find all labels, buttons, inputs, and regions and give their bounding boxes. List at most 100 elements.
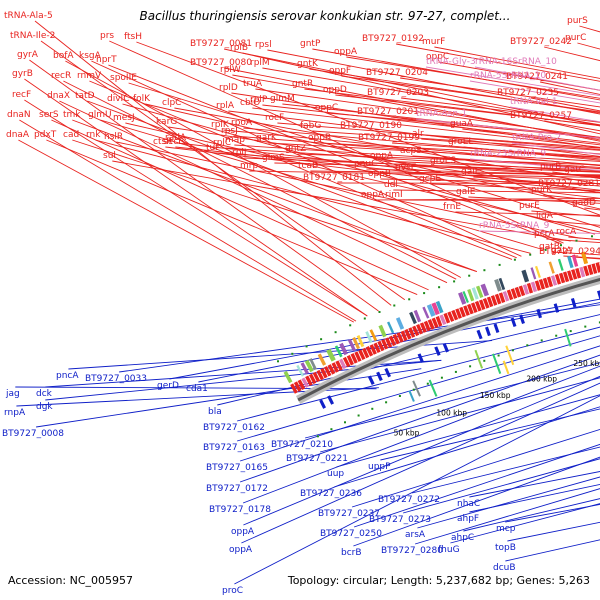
forward-gene-label: garK xyxy=(256,133,278,143)
reverse-gene-label: BT9727_0250 xyxy=(320,529,382,539)
forward-gene-label: oppF xyxy=(329,66,351,76)
label-line xyxy=(507,521,600,542)
label-line xyxy=(51,119,429,291)
reverse-gene-label: ahpC xyxy=(451,533,474,543)
forward-gene xyxy=(408,327,416,338)
reverse-gene-label: dck xyxy=(36,389,53,399)
reverse-gene xyxy=(367,375,375,385)
cog-feature xyxy=(494,278,502,292)
tick-dot xyxy=(544,248,547,251)
label-line xyxy=(421,138,600,155)
forward-gene xyxy=(583,265,590,277)
forward-gene-label: pcrA xyxy=(534,229,555,239)
reverse-gene-label: bla xyxy=(208,407,222,417)
forward-gene xyxy=(526,282,534,294)
label-line xyxy=(327,112,600,139)
tick-dot xyxy=(555,334,558,337)
label-line xyxy=(242,365,600,504)
inner-feature xyxy=(502,360,510,375)
cog-feature xyxy=(356,335,365,348)
forward-gene xyxy=(381,339,389,350)
tick-dot xyxy=(453,280,456,283)
reverse-gene-label: BT9727_0008 xyxy=(2,429,64,439)
reverse-gene-label: BT9727_0237 xyxy=(318,509,380,519)
cog-feature xyxy=(309,358,317,371)
reverse-gene xyxy=(434,346,441,356)
forward-gene xyxy=(467,303,474,315)
forward-gene xyxy=(451,309,459,321)
forward-gene-label: oppB xyxy=(308,133,331,143)
forward-label-lines xyxy=(18,20,600,323)
label-line xyxy=(109,40,564,244)
tick-dot xyxy=(498,263,501,266)
label-line xyxy=(239,354,600,483)
forward-gene-label: BT9727_0257 xyxy=(510,111,572,121)
cog-feature xyxy=(296,364,304,377)
forward-gene-label: frnE xyxy=(443,202,461,212)
tick-dot xyxy=(584,325,587,328)
forward-gene-label: rnmV xyxy=(77,71,102,81)
label-line xyxy=(417,476,600,529)
reverse-gene-label: oppA xyxy=(231,527,255,537)
tick-dot xyxy=(511,349,514,352)
rna-label: tRNA-Val-1 xyxy=(510,97,558,107)
tick-dot xyxy=(385,401,388,404)
forward-gene xyxy=(530,281,538,293)
scale-label: 200 kbp xyxy=(526,374,557,383)
label-line xyxy=(63,80,457,280)
label-line xyxy=(414,488,600,545)
forward-gene-label: bofA xyxy=(53,51,74,61)
forward-gene-label: tcaB xyxy=(298,161,318,171)
tick-dot xyxy=(540,339,543,342)
reverse-gene-label: BT9727_0210 xyxy=(271,440,333,450)
forward-gene-label: glmM xyxy=(270,94,295,104)
reverse-gene-label: BT9727_0033 xyxy=(85,374,147,384)
forward-gene-label: rplM xyxy=(250,58,270,68)
forward-gene-label: alr xyxy=(412,129,424,139)
forward-gene-label: divIC xyxy=(107,94,129,104)
forward-gene-label: folK xyxy=(133,94,151,104)
label-line xyxy=(336,394,600,468)
cog-feature xyxy=(431,302,440,316)
feature-tracks xyxy=(283,247,600,409)
reverse-gene-label: BT9727_0273 xyxy=(369,515,431,525)
forward-gene-label: oppB xyxy=(368,169,391,179)
tick-dot xyxy=(483,269,486,272)
cog-feature xyxy=(467,288,475,302)
cog-feature xyxy=(378,324,387,338)
label-line xyxy=(236,326,600,422)
forward-gene xyxy=(354,351,362,362)
label-line xyxy=(24,78,368,317)
forward-gene xyxy=(339,358,347,370)
cog-feature xyxy=(530,267,537,280)
reverse-gene xyxy=(519,314,525,325)
forward-gene-label: tRNA-Ile-2 xyxy=(10,31,55,41)
label-line xyxy=(402,458,600,514)
forward-gene xyxy=(308,373,317,385)
forward-gene-label: gcpE xyxy=(419,174,441,184)
reverse-gene-label: jag xyxy=(5,389,20,399)
cog-feature xyxy=(435,300,444,314)
label-line xyxy=(89,80,517,259)
inner-feature xyxy=(492,353,502,374)
forward-gene-label: fabG xyxy=(300,121,321,131)
cog-feature xyxy=(283,370,293,384)
forward-gene-label: mrp xyxy=(240,161,258,171)
label-line xyxy=(366,168,600,176)
inner-feature xyxy=(564,328,572,347)
reverse-gene-label: uup xyxy=(327,469,344,479)
label-line xyxy=(341,75,600,113)
forward-gene-label: murF xyxy=(422,37,445,47)
label-line xyxy=(380,178,600,185)
forward-gene xyxy=(595,262,600,273)
forward-gene xyxy=(439,314,447,326)
tick-dot xyxy=(468,274,471,277)
forward-gene xyxy=(591,263,598,274)
label-line xyxy=(168,126,600,193)
forward-gene-label: gyrB xyxy=(12,69,33,79)
cog-feature xyxy=(304,359,314,373)
forward-gene-label: gntZ xyxy=(285,144,306,154)
label-line xyxy=(382,160,600,171)
tick-dot xyxy=(569,330,572,333)
label-line xyxy=(46,139,418,296)
